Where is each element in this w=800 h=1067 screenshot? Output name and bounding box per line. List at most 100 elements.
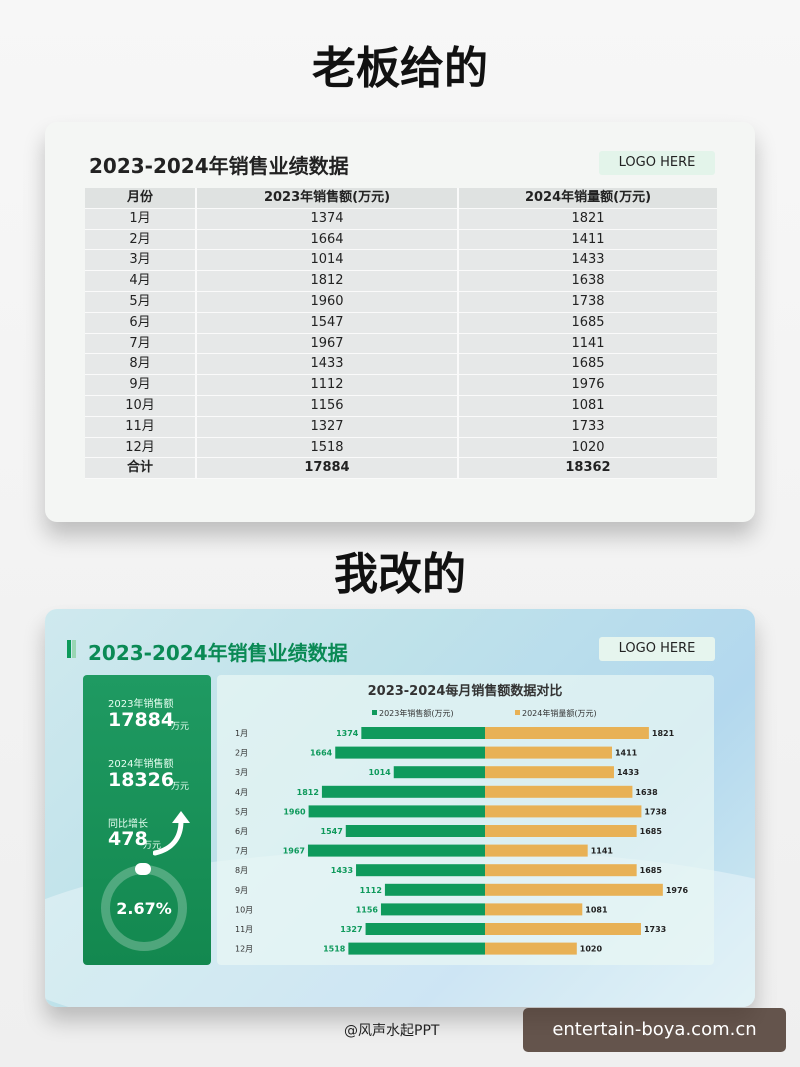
cell-2023: 1112 — [197, 375, 459, 395]
data-label-2024: 1733 — [644, 925, 666, 934]
data-label-2023: 1664 — [310, 749, 333, 758]
bar-2024 — [485, 903, 583, 916]
bar-2024 — [485, 727, 649, 739]
category-label: 12月 — [235, 945, 253, 954]
data-label-2023: 1112 — [360, 886, 382, 895]
data-label-2023: 1014 — [368, 768, 391, 777]
category-label: 5月 — [235, 807, 248, 816]
legend-label-2024: 2024年销量额(万元) — [522, 708, 597, 718]
cell-month: 8月 — [85, 354, 197, 375]
bar-2023 — [384, 883, 485, 896]
cell-month: 2月 — [85, 229, 197, 250]
data-label-2024: 1976 — [666, 886, 689, 895]
bar-2024 — [485, 746, 612, 759]
cell-month: 1月 — [85, 208, 197, 229]
cell-month: 3月 — [85, 250, 197, 271]
data-label-2024: 1020 — [580, 945, 603, 954]
bar-2023 — [380, 903, 485, 916]
data-label-2023: 1518 — [323, 945, 346, 954]
original-slide-title: 2023-2024年销售业绩数据 — [89, 154, 349, 178]
data-label-2023: 1547 — [321, 827, 343, 836]
kpi-2024-unit: 万元 — [171, 782, 190, 792]
bar-2024 — [485, 766, 614, 779]
total-2023: 17884 — [197, 458, 459, 479]
category-label: 6月 — [235, 827, 248, 836]
category-label: 4月 — [235, 788, 248, 797]
growth-percent: 2.67% — [116, 899, 172, 918]
kpi-growth-unit: 万元 — [143, 841, 162, 851]
header-2023: 2023年销售额(万元) — [197, 188, 459, 208]
cell-2023: 1664 — [197, 229, 459, 250]
total-label: 合计 — [85, 458, 197, 479]
data-label-2024: 1141 — [591, 847, 614, 856]
table-row: 3月 1014 1433 — [85, 250, 717, 272]
category-label: 11月 — [235, 925, 253, 934]
category-label: 1月 — [235, 729, 248, 738]
total-2024: 18362 — [459, 458, 717, 479]
cell-2024: 1081 — [459, 395, 717, 416]
bar-2024 — [485, 844, 588, 857]
bar-2024 — [485, 785, 633, 798]
category-label: 2月 — [235, 749, 248, 758]
bottom-heading: 我改的 — [334, 549, 466, 600]
cell-2024: 1411 — [459, 229, 717, 250]
table-row: 9月 1112 1976 — [85, 375, 717, 396]
bar-2024 — [485, 864, 637, 877]
logo-placeholder: LOGO HERE — [599, 151, 715, 175]
category-label: 3月 — [235, 768, 248, 777]
top-heading: 老板给的 — [312, 43, 488, 94]
bar-2023 — [393, 766, 485, 779]
cell-2023: 1327 — [197, 416, 459, 437]
redesigned-slide-title: 2023-2024年销售业绩数据 — [88, 641, 348, 665]
table-row: 7月 1967 1141 — [85, 333, 717, 355]
cell-2024: 1738 — [459, 291, 717, 312]
cell-2024: 1638 — [459, 271, 717, 291]
table-row: 8月 1433 1685 — [85, 354, 717, 376]
data-label-2024: 1638 — [635, 788, 658, 797]
cell-month: 11月 — [85, 416, 197, 437]
author-credit: @风声水起PPT — [344, 1023, 440, 1039]
bar-2023 — [356, 864, 485, 877]
data-label-2024: 1821 — [652, 729, 675, 738]
cell-2024: 1821 — [459, 208, 717, 229]
category-label: 8月 — [235, 866, 248, 875]
kpi-2024-value: 18326 — [108, 769, 175, 791]
cell-month: 12月 — [85, 437, 197, 458]
original-slide: 2023-2024年销售业绩数据 LOGO HERE 月份 2023年销售额(万… — [45, 122, 755, 522]
data-label-2023: 1960 — [283, 807, 306, 816]
category-label: 7月 — [235, 847, 248, 856]
data-label-2024: 1685 — [640, 866, 663, 875]
table-row: 5月 1960 1738 — [85, 291, 717, 313]
kpi-2023-label: 2023年销售额 — [108, 699, 174, 710]
comparison-chart: 2023-2024每月销售额数据对比 2023年销售额(万元) 2024年销量额(万… — [235, 683, 689, 955]
growth-arrow-icon — [153, 811, 190, 856]
table-row: 11月 1327 1733 — [85, 416, 717, 438]
cell-2024: 1433 — [459, 250, 717, 271]
kpi-2024-label: 2024年销售额 — [108, 759, 174, 770]
cell-2024: 1733 — [459, 416, 717, 437]
legend-label-2023: 2023年销售额(万元) — [379, 708, 454, 718]
cell-2023: 1156 — [197, 395, 459, 416]
cell-month: 4月 — [85, 271, 197, 291]
cell-2023: 1812 — [197, 271, 459, 291]
bar-2024 — [485, 942, 577, 955]
table-row: 10月 1156 1081 — [85, 395, 717, 417]
table-row: 1月 1374 1821 — [85, 208, 717, 230]
kpi-2023-value: 17884 — [108, 709, 175, 731]
cell-2024: 1685 — [459, 354, 717, 375]
cell-2023: 1433 — [197, 354, 459, 375]
table-row: 6月 1547 1685 — [85, 312, 717, 334]
data-label-2023: 1156 — [356, 905, 379, 914]
category-label: 10月 — [235, 905, 253, 914]
sales-table: 月份 2023年销售额(万元) 2024年销量额(万元) 1月 1374 1821 2… — [85, 188, 717, 480]
bar-2024 — [485, 883, 663, 896]
category-label: 9月 — [235, 886, 248, 895]
cell-month: 10月 — [85, 395, 197, 416]
data-label-2024: 1738 — [644, 807, 667, 816]
bar-2023 — [321, 785, 485, 798]
data-label-2023: 1374 — [336, 729, 359, 738]
cell-2023: 1374 — [197, 208, 459, 229]
chart-title: 2023-2024每月销售额数据对比 — [368, 683, 563, 699]
logo-placeholder-2: LOGO HERE — [599, 637, 715, 661]
data-label-2024: 1685 — [640, 827, 663, 836]
